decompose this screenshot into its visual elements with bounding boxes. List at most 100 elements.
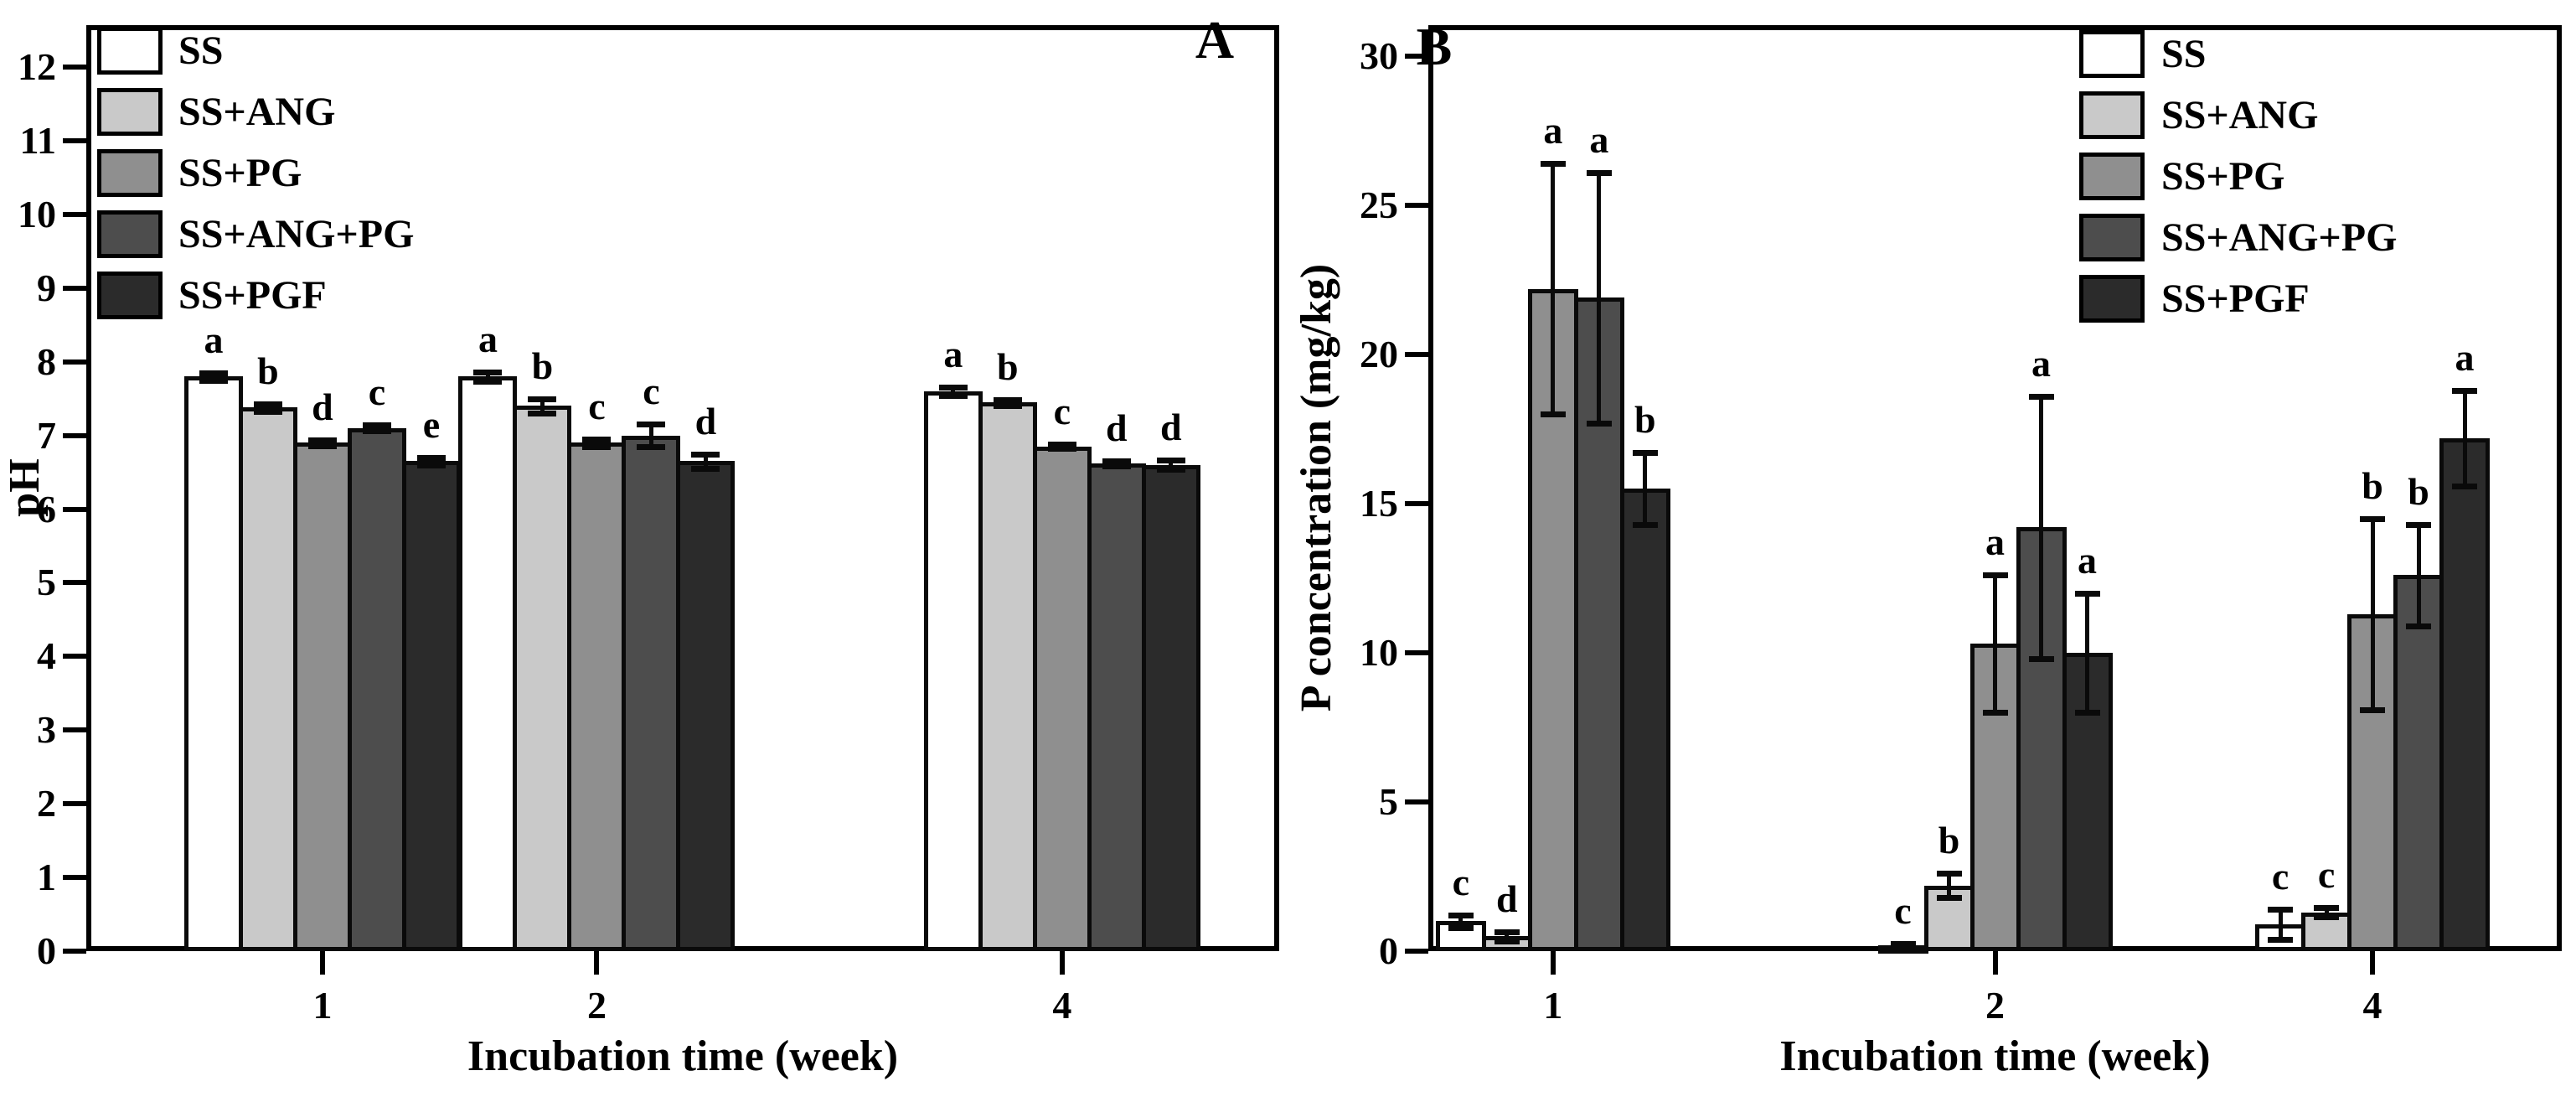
panel-b-xtick-label-4: 4 [2362, 984, 2382, 1027]
panel-b-ss-week1-errorbar [1458, 915, 1464, 928]
panel-b-xtick-label-2: 2 [1985, 984, 2005, 1027]
panel-b-ss-ang-week4-errorbar [2324, 908, 2329, 918]
panel-b-ss-ang-week4-errorbar-cap-top [2314, 905, 2340, 912]
panel-a-ytick-label-6: 6 [37, 487, 56, 530]
panel-b-ss-ang-pg-week4-sig-letter: b [2408, 469, 2429, 513]
panel-a-ss-pg-week1-errorbar-cap-bottom [307, 442, 337, 449]
panel-a-ytick-label-0: 0 [37, 929, 56, 972]
legend-panel-a-label-ss-ang: SS+ANG [178, 89, 336, 134]
legend-panel-b-swatch-ss-pg [2079, 153, 2145, 200]
panel-b-ss-pg-week1-errorbar [1551, 163, 1556, 415]
panel-a-ss-pgf-week2-sig-letter: d [694, 399, 717, 442]
panel-b-ss-ang-week2-errorbar-cap-bottom [1936, 894, 1962, 901]
panel-b-ytick-label-0: 0 [1379, 929, 1398, 972]
panel-b-ss-week2-sig-letter: c [1894, 889, 1912, 933]
panel-a-ytick-4 [63, 654, 86, 660]
panel-a-ss-pg-week2-errorbar-cap-bottom [582, 443, 612, 450]
legend-panel-b-label-ss-ang-pg: SS+ANG+PG [2161, 215, 2398, 260]
panel-b-ss-ang-pg-week2-errorbar-cap-bottom [2028, 656, 2054, 663]
panel-b-ss-pg-week1-errorbar-cap-bottom [1540, 411, 1566, 418]
panel-b-ytick-label-15: 15 [1360, 482, 1398, 525]
panel-b-ss-pgf-week2-errorbar [2085, 592, 2089, 713]
panel-b-ss-pg-week2-errorbar-cap-top [1982, 572, 2008, 579]
panel-b-ss-ang-pg-week1-errorbar-cap-top [1586, 169, 1612, 176]
panel-a-ss-pgf-week1-bar [401, 461, 461, 951]
panel-a-ss-ang-week2-errorbar-cap-top [528, 396, 557, 402]
panel-b-ss-ang-pg-week2-errorbar-cap-top [2028, 393, 2054, 400]
legend-panel-a-swatch-ss-pgf [97, 272, 163, 319]
panel-a-ss-week1-bar [183, 376, 243, 951]
legend-panel-a-swatch-ss-ang-pg [97, 210, 163, 258]
panel-a-ss-ang-pg-week4-errorbar-cap-bottom [1102, 463, 1131, 469]
panel-b-ss-ang-week1-errorbar-cap-top [1494, 929, 1520, 935]
panel-a-ytick-7 [63, 432, 86, 438]
panel-a-xtick-1 [319, 951, 325, 975]
panel-b-ss-ang-pg-week4-errorbar-cap-bottom [2406, 623, 2432, 629]
panel-a-ss-week2-errorbar-cap-top [473, 369, 503, 375]
panel-a-ss-week2-errorbar-cap-bottom [473, 378, 503, 385]
panel-b-ss-ang-week1-errorbar [1505, 931, 1510, 941]
panel-b-ytick-25 [1405, 203, 1428, 208]
panel-a-ss-ang-pg-week1-errorbar-cap-bottom [362, 428, 391, 435]
panel-a-ytick-8 [63, 359, 86, 365]
panel-b-ss-ang-week4-errorbar-cap-bottom [2314, 914, 2340, 921]
panel-b-ss-pg-week4-errorbar-cap-top [2360, 515, 2386, 522]
panel-b-ss-pg-week1-sig-letter: a [1543, 109, 1563, 153]
panel-b-ytick-20 [1405, 352, 1428, 357]
legend-panel-a-label-ss-pg: SS+PG [178, 150, 302, 195]
panel-a-ss-pgf-week1-errorbar [429, 457, 434, 465]
panel-b-ss-pgf-week4-errorbar [2462, 390, 2467, 486]
panel-a-ytick-label-11: 11 [19, 118, 56, 162]
panel-a-ytick-10 [63, 211, 86, 217]
panel-b-ss-pg-week2-errorbar-cap-bottom [1982, 710, 2008, 716]
panel-a-ss-pgf-week1-errorbar-cap-bottom [416, 462, 446, 468]
panel-a-ytick-0 [63, 949, 86, 954]
panel-a-ss-pgf-week4-sig-letter: d [1160, 406, 1182, 449]
panel-a-ss-pg-week4-errorbar-cap-bottom [1047, 446, 1076, 453]
panel-b-ss-ang-pg-week4-errorbar-cap-top [2406, 521, 2432, 528]
panel-a-ss-pg-week2-bar [567, 442, 627, 951]
panel-a-corner-label: A [1195, 10, 1235, 70]
panel-a-ytick-label-5: 5 [37, 561, 56, 604]
panel-a-ss-ang-pg-week4-bar [1087, 463, 1146, 951]
panel-a-ss-ang-week2-bar [513, 406, 572, 951]
panel-a-ss-ang-pg-week2-bar [622, 435, 681, 951]
panel-b-ss-week4-errorbar [2278, 909, 2283, 939]
panel-a-ytick-9 [63, 285, 86, 291]
panel-a-ss-ang-week1-errorbar-cap-top [253, 401, 282, 407]
panel-a-ss-week1-errorbar-cap-bottom [199, 377, 228, 384]
panel-b-ytick-label-25: 25 [1360, 184, 1398, 226]
panel-b-ss-week1-errorbar-cap-bottom [1448, 924, 1474, 931]
panel-b-ss-week2-errorbar-cap-top [1890, 941, 1916, 948]
legend-panel-a-swatch-ss-pg [97, 149, 163, 197]
panel-a-ss-ang-pg-week2-errorbar-cap-top [637, 422, 666, 428]
panel-b-ss-week4-errorbar-cap-bottom [2268, 936, 2294, 943]
panel-b-ss-ang-pg-week4-errorbar [2416, 524, 2421, 626]
panel-b-xtick-2 [1992, 951, 1998, 975]
panel-a-ytick-label-9: 9 [37, 266, 56, 309]
panel-b-ss-pg-week1-errorbar-cap-top [1540, 161, 1566, 168]
panel-b-x-axis-title: Incubation time (week) [1779, 1032, 2211, 1080]
panel-a-ss-week1-errorbar [211, 372, 216, 380]
panel-b-ytick-label-20: 20 [1360, 333, 1398, 375]
panel-a-ss-pgf-week2-errorbar [703, 453, 708, 469]
panel-a-ytick-label-7: 7 [37, 413, 56, 457]
panel-a-ss-ang-week1-errorbar-cap-bottom [253, 408, 282, 415]
panel-b-ss-ang-pg-week4-bar [2393, 575, 2444, 951]
legend-panel-b-swatch-ss [2079, 30, 2145, 78]
panel-b-xtick-4 [2370, 951, 2376, 975]
panel-a-ss-ang-week4-errorbar-cap-top [993, 396, 1022, 403]
panel-a-ss-week2-errorbar [485, 371, 490, 381]
panel-b-ss-pgf-week4-errorbar-cap-top [2452, 387, 2478, 394]
panel-b-ss-ang-week2-errorbar [1947, 873, 1951, 897]
panel-a-ss-ang-pg-week1-sig-letter: c [368, 370, 386, 414]
panel-a-ss-pgf-week1-sig-letter: e [422, 402, 441, 446]
legend-panel-b-swatch-ss-pgf [2079, 275, 2145, 323]
panel-a-ss-ang-pg-week2-errorbar [648, 424, 653, 447]
panel-a-ss-week4-errorbar-cap-bottom [938, 393, 968, 400]
panel-b-ytick-15 [1405, 501, 1428, 506]
panel-a-ss-ang-week1-errorbar [266, 403, 271, 411]
panel-a-ss-ang-pg-week2-errorbar-cap-bottom [637, 443, 666, 450]
panel-b-ss-ang-week1-sig-letter: d [1496, 877, 1518, 920]
panel-a-ytick-label-12: 12 [18, 45, 56, 88]
